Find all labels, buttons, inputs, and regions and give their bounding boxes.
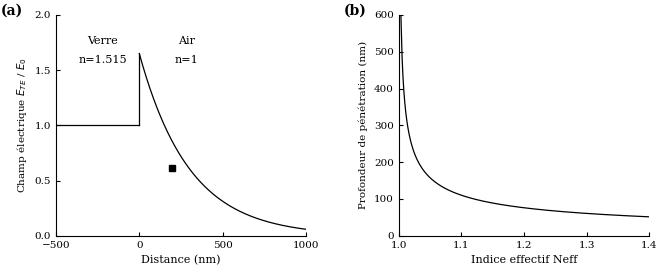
Y-axis label: Profondeur de pénétration (nm): Profondeur de pénétration (nm) bbox=[359, 41, 368, 210]
Text: n=1: n=1 bbox=[174, 55, 198, 65]
Text: (b): (b) bbox=[344, 4, 367, 18]
Text: n=1.515: n=1.515 bbox=[78, 55, 127, 65]
X-axis label: Indice effectif Neff: Indice effectif Neff bbox=[471, 255, 577, 265]
Text: (a): (a) bbox=[1, 4, 23, 18]
X-axis label: Distance (nm): Distance (nm) bbox=[141, 255, 221, 266]
Y-axis label: Champ électrique $E_{TE}$ / $E_0$: Champ électrique $E_{TE}$ / $E_0$ bbox=[15, 58, 29, 193]
Text: Air: Air bbox=[177, 36, 195, 46]
Text: Verre: Verre bbox=[87, 36, 118, 46]
